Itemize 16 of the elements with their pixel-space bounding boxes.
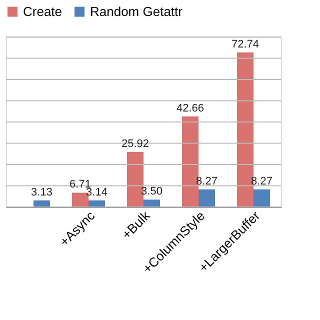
data-label: 25.92 — [121, 138, 150, 150]
data-label: 42.66 — [176, 102, 204, 114]
bar — [237, 52, 254, 207]
legend-label: Random Getattr — [90, 4, 184, 19]
data-label: 72.74 — [231, 38, 260, 50]
bar — [144, 200, 160, 207]
bar — [198, 189, 215, 207]
data-label: 3.13 — [31, 186, 52, 198]
bar — [254, 189, 270, 207]
bar — [182, 116, 198, 207]
bar — [88, 200, 105, 207]
bar — [127, 152, 144, 207]
bar — [72, 192, 88, 207]
data-label: 3.14 — [86, 186, 108, 198]
bar — [34, 200, 50, 207]
legend-label: Create — [23, 4, 62, 19]
